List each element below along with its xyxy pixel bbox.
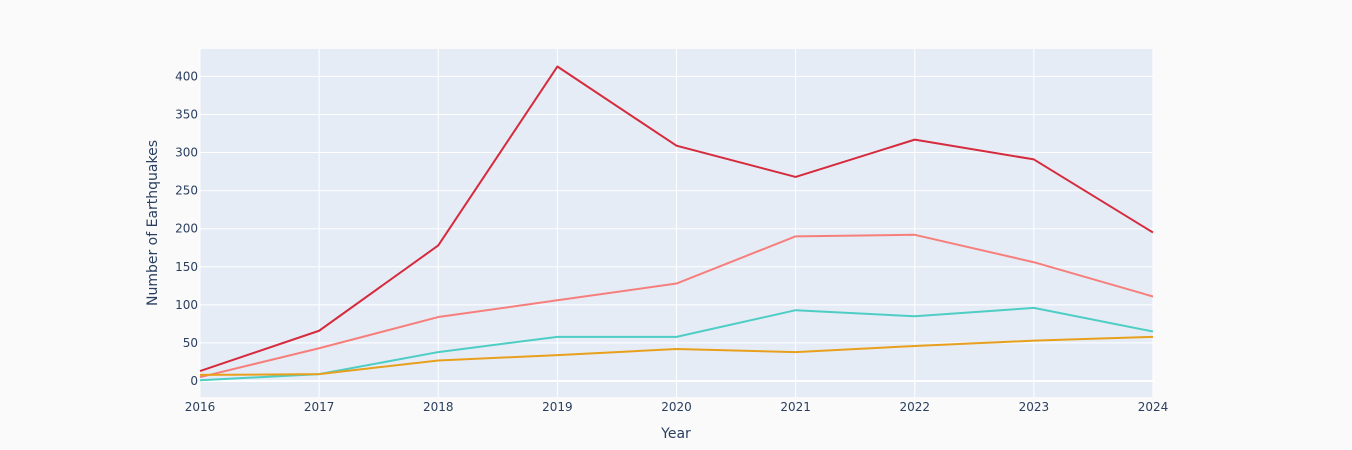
- x-tick-label: 2020: [661, 400, 692, 414]
- series-line-4: [199, 335, 1154, 376]
- series-line-3: [199, 306, 1154, 382]
- y-tick-label: 400: [175, 69, 198, 83]
- x-axis-ticks: 2016 2017 2018 2019 2020 2021 2022 2023 2024: [185, 400, 1169, 414]
- x-tick-label: 2021: [780, 400, 811, 414]
- x-tick-label: 2018: [423, 400, 454, 414]
- series-line-2: [199, 233, 1154, 379]
- y-tick-label: 300: [175, 146, 198, 160]
- series-line-1: [199, 65, 1154, 373]
- x-tick-label: 2022: [899, 400, 930, 414]
- y-tick-label: 100: [175, 298, 198, 312]
- x-tick-label: 2024: [1138, 400, 1169, 414]
- x-axis-title: Year: [660, 426, 691, 442]
- y-tick-label: 0: [190, 374, 198, 388]
- series-lines: [199, 65, 1154, 382]
- y-axis-ticks: 0 50 100 150 200 250 300 350 400: [175, 69, 198, 388]
- y-tick-label: 200: [175, 222, 198, 236]
- y-tick-label: 50: [183, 336, 198, 350]
- x-tick-label: 2019: [542, 400, 573, 414]
- y-tick-label: 150: [175, 260, 198, 274]
- x-tick-label: 2016: [185, 400, 216, 414]
- y-axis-title: Number of Earthquakes: [145, 140, 161, 306]
- x-tick-label: 2017: [304, 400, 335, 414]
- y-tick-label: 350: [175, 107, 198, 121]
- x-tick-label: 2023: [1019, 400, 1050, 414]
- y-tick-label: 250: [175, 184, 198, 198]
